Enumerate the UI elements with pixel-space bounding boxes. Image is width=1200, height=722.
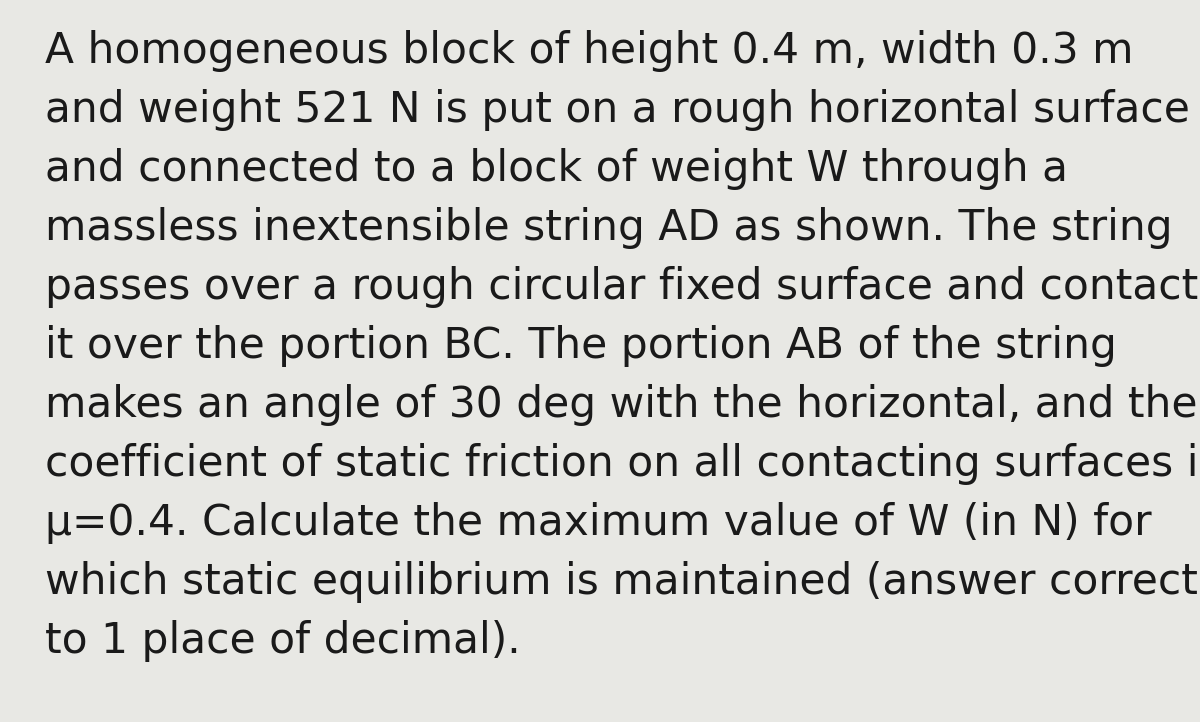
Text: massless inextensible string AD as shown. The string: massless inextensible string AD as shown…	[46, 207, 1172, 249]
Text: A homogeneous block of height 0.4 m, width 0.3 m: A homogeneous block of height 0.4 m, wid…	[46, 30, 1134, 72]
Text: coefficient of static friction on all contacting surfaces is: coefficient of static friction on all co…	[46, 443, 1200, 485]
Text: it over the portion BC. The portion AB of the string: it over the portion BC. The portion AB o…	[46, 325, 1117, 367]
Text: passes over a rough circular fixed surface and contacts: passes over a rough circular fixed surfa…	[46, 266, 1200, 308]
Text: μ=0.4. Calculate the maximum value of W (in N) for: μ=0.4. Calculate the maximum value of W …	[46, 502, 1152, 544]
Text: and weight 521 N is put on a rough horizontal surface: and weight 521 N is put on a rough horiz…	[46, 89, 1190, 131]
Text: makes an angle of 30 deg with the horizontal, and the: makes an angle of 30 deg with the horizo…	[46, 384, 1198, 426]
Text: and connected to a block of weight W through a: and connected to a block of weight W thr…	[46, 148, 1068, 190]
Text: to 1 place of decimal).: to 1 place of decimal).	[46, 620, 521, 662]
Text: which static equilibrium is maintained (answer correct: which static equilibrium is maintained (…	[46, 561, 1198, 603]
